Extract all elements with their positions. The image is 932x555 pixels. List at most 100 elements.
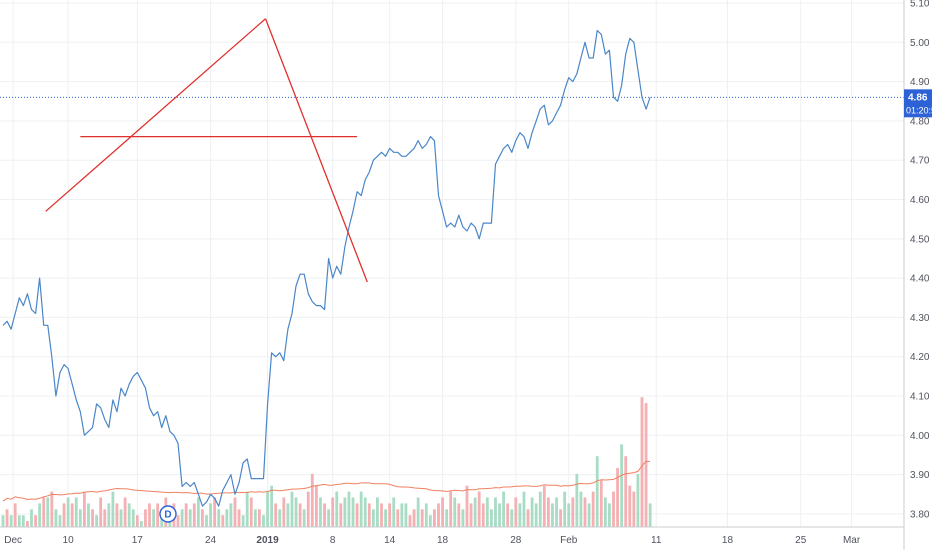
volume-bar xyxy=(339,503,343,527)
volume-bar xyxy=(542,485,546,527)
volume-bar xyxy=(314,485,318,527)
volume-bar xyxy=(5,509,9,527)
bar-countdown: 01:20:5 xyxy=(906,105,932,115)
volume-bar xyxy=(156,503,160,527)
x-tick-label: 18 xyxy=(722,535,734,546)
volume-bar xyxy=(217,509,221,527)
volume-bar xyxy=(608,503,611,527)
volume-bar xyxy=(74,497,78,527)
y-tick-label: 5.10 xyxy=(910,0,930,10)
x-tick-label: 2019 xyxy=(256,535,279,546)
volume-bar xyxy=(392,497,396,527)
volume-bar xyxy=(83,491,86,527)
volume-bar xyxy=(441,497,444,527)
volume-bar xyxy=(62,503,66,527)
volume-bar xyxy=(302,509,306,527)
x-tick-label: 10 xyxy=(63,535,75,546)
volume-bar xyxy=(249,497,253,527)
volume-bar xyxy=(355,503,359,527)
volume-bar xyxy=(477,491,481,527)
volume-bar xyxy=(343,497,347,527)
volume-bar xyxy=(9,515,13,527)
y-axis[interactable]: 3.80 3.90 4.00 4.10 4.20 4.30 4.40 4.50 4.60 4.70… xyxy=(910,0,930,520)
volume-bar xyxy=(66,497,70,527)
x-tick-label: 18 xyxy=(437,535,449,546)
volume-bar xyxy=(583,497,587,527)
volume-bar xyxy=(213,497,217,527)
volume-bar xyxy=(424,503,428,527)
volume-bar xyxy=(473,497,477,527)
volume-bar xyxy=(176,515,180,527)
x-axis[interactable]: Dec 10 17 24 2019 8 14 18 28 Feb 11 18 25 Mar xyxy=(0,526,904,546)
dividend-marker-circle[interactable] xyxy=(159,505,177,523)
volume-bar xyxy=(498,503,501,527)
volume-bar xyxy=(636,473,640,527)
x-tick-label: 24 xyxy=(205,535,217,546)
last-price-value: 4.86 xyxy=(908,92,928,103)
volume-bar xyxy=(131,509,135,527)
volume-bar xyxy=(538,491,542,527)
volume-bar xyxy=(428,515,432,527)
volume-bar xyxy=(95,515,99,527)
volume-bar xyxy=(34,515,37,527)
y-tick-label: 4.10 xyxy=(910,392,930,403)
volume-bar xyxy=(54,509,58,527)
volume-bar xyxy=(518,503,522,527)
volume-bar xyxy=(290,491,294,527)
volume-bar xyxy=(225,509,229,527)
dividend-marker[interactable]: D xyxy=(159,505,177,523)
volume-bar xyxy=(46,497,50,527)
volume-bar xyxy=(567,503,571,527)
y-tick-label: 4.40 xyxy=(910,274,930,285)
volume-bar xyxy=(628,485,632,527)
volume-bar xyxy=(335,491,339,527)
last-price-tag-background xyxy=(904,89,932,118)
volume-bar xyxy=(359,491,363,527)
x-tick-label: 8 xyxy=(330,535,336,546)
trend-lines[interactable] xyxy=(45,18,368,283)
trend-line[interactable] xyxy=(45,18,266,212)
volume-bar xyxy=(347,491,351,527)
volume-bar xyxy=(42,497,46,527)
volume-bar xyxy=(396,509,400,527)
volume-bar xyxy=(526,509,530,527)
volume-bar xyxy=(363,497,367,527)
volume-bar xyxy=(274,503,278,527)
volume-bar xyxy=(1,515,5,527)
volume-bar xyxy=(603,497,607,527)
last-price-tag: 4.86 01:20:5 xyxy=(904,89,932,118)
volume-bar xyxy=(21,515,25,527)
volume-bar xyxy=(546,497,550,527)
volume-bar xyxy=(648,503,652,527)
volume-bar xyxy=(595,456,599,527)
volume-moving-average-line xyxy=(2,460,651,502)
volume-bar xyxy=(58,515,62,527)
volume-bar xyxy=(144,509,147,527)
volume-bar xyxy=(91,509,94,527)
volume-bar xyxy=(30,509,33,527)
volume-bar xyxy=(135,515,139,527)
volume-bar xyxy=(384,509,387,527)
volume-bar xyxy=(465,485,469,527)
volume-bar xyxy=(70,503,74,527)
volume-bar xyxy=(591,491,595,527)
volume-bar xyxy=(612,491,615,527)
volume-bar xyxy=(400,503,404,527)
volume-bar xyxy=(331,497,335,527)
trend-line[interactable] xyxy=(264,18,368,283)
x-tick-label: 11 xyxy=(651,535,662,546)
volume-bars xyxy=(1,397,652,527)
x-tick-label: Dec xyxy=(4,535,22,546)
volume-bar xyxy=(286,503,290,527)
volume-bar xyxy=(494,497,497,527)
volume-bar xyxy=(245,491,249,527)
volume-bar xyxy=(644,403,648,527)
volume-bar xyxy=(160,515,164,527)
volume-bar xyxy=(485,497,489,527)
y-tick-label: 3.80 xyxy=(910,509,930,520)
y-tick-label: 3.90 xyxy=(910,470,930,481)
volume-bar xyxy=(139,521,143,527)
volume-bar xyxy=(551,503,554,527)
